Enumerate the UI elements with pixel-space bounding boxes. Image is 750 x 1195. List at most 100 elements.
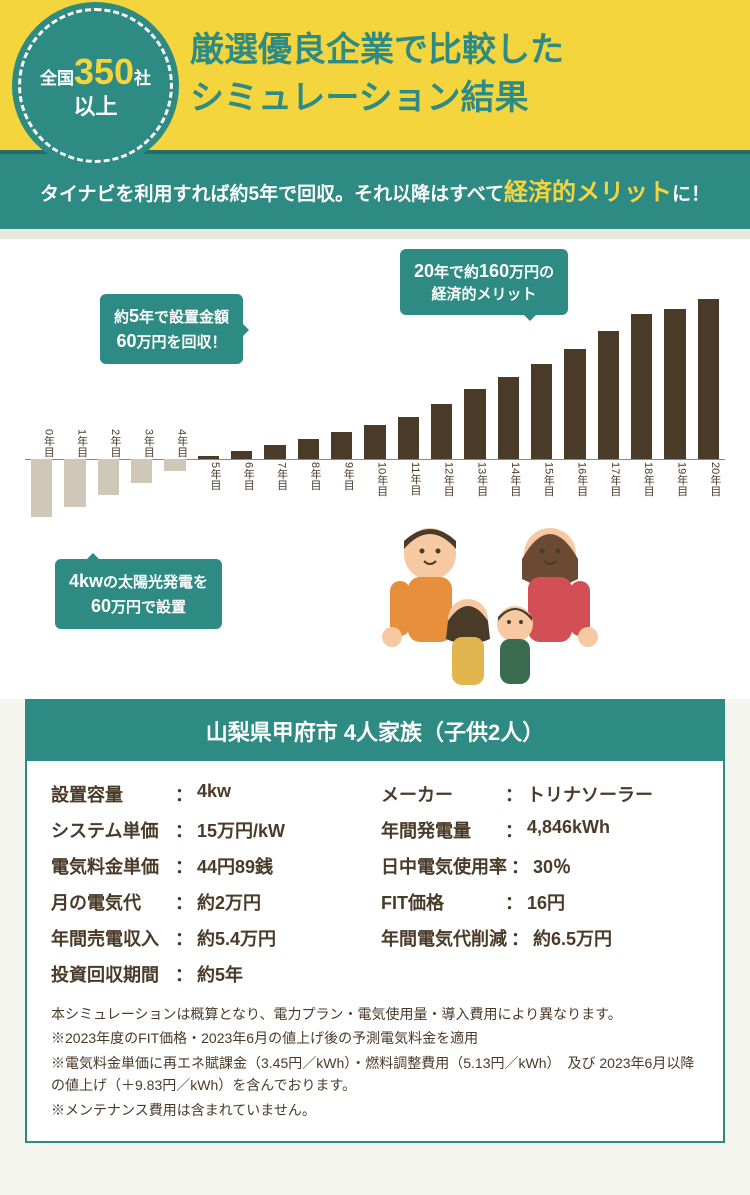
panel-notes: 本シミュレーションは概算となり、電力プラン・電気使用量・導入費用により異なります… [51,1003,699,1121]
spec-row: FIT価格：16円 [381,889,699,915]
bar-label: 12年目 [427,462,456,496]
headline-l2: シミュレーション結果 [190,75,564,123]
bar-label: 18年目 [627,462,656,496]
spec-value: 44円89銭 [197,853,273,879]
bar [31,459,52,517]
note-line: ※2023年度のFIT価格・2023年6月の値上げ後の予測電気料金を適用 [51,1027,699,1049]
bar-slot: 20年目 [696,279,721,559]
spec-sep: ： [175,781,193,807]
bar-label: 10年目 [360,462,389,496]
spec-row: 年間発電量：4,846kWh [381,817,699,843]
spec-row: 電気料金単価：44円89銭 [51,853,369,879]
spec-key: 日中電気使用率 [381,853,507,879]
bar [398,417,419,459]
bar-label: 0年目 [27,429,56,457]
spec-value: 16円 [527,889,565,915]
note-line: 本シミュレーションは概算となり、電力プラン・電気使用量・導入費用により異なります… [51,1003,699,1025]
bar-label: 1年目 [60,429,89,457]
bar-slot: 7年目 [262,279,287,559]
spec-key: 月の電気代 [51,889,171,915]
callout-top-right: 20年で約160万円の経済的メリット [400,249,568,315]
spec-value: 4,846kWh [527,817,610,843]
spec-row: 年間電気代削減：約6.5万円 [381,925,699,951]
bar [564,349,585,459]
bar-label: 19年目 [660,462,689,496]
spec-key: 年間発電量 [381,817,501,843]
bar [131,459,152,483]
bar-slot: 10年目 [362,279,387,559]
spec-key: FIT価格 [381,889,501,915]
bar-label: 13年目 [460,462,489,496]
subbanner-pre: タイナビを利用すれば約5年で回収。それ以降はすべて [40,184,504,205]
badge-prefix: 全国 [40,69,74,88]
spec-row: 投資回収期間：約5年 [51,961,699,987]
spec-sep: ： [505,889,523,915]
spec-row: 設置容量：4kw [51,781,369,807]
badge-line2: 以上 [73,89,117,121]
subbanner-accent: 経済的メリット [504,179,672,206]
spec-value: 約6.5万円 [533,925,612,951]
bar [464,389,485,459]
spec-sep: ： [175,961,193,987]
spec-sep: ： [505,817,523,843]
badge-line1: 全国350社 [40,51,151,93]
bar-slot: 19年目 [662,279,687,559]
callout-bottom-left: 4kwの太陽光発電を60万円で設置 [55,559,222,629]
bar [198,456,219,459]
bar-label: 11年目 [394,462,423,495]
bar [531,364,552,459]
bar [264,445,285,459]
bar-slot: 14年目 [496,279,521,559]
note-line: ※メンテナンス費用は含まれていません。 [51,1099,699,1121]
bar [231,451,252,459]
spec-key: 投資回収期間 [51,961,171,987]
bar [598,331,619,459]
bar-label: 5年目 [194,462,223,490]
spec-row: 月の電気代：約2万円 [51,889,369,915]
bar-slot: 11年目 [396,279,421,559]
spec-value: トリナソーラー [527,781,653,807]
bar-slot: 0年目 [29,279,54,559]
bar [631,314,652,459]
spec-row: 年間売電収入：約5.4万円 [51,925,369,951]
spec-value: 30％ [533,853,571,879]
badge-circle: 全国350社 以上 [18,8,173,163]
spec-key: 年間電気代削減 [381,925,507,951]
bar-slot: 18年目 [629,279,654,559]
spec-value: 約5年 [197,961,243,987]
bar-label: 16年目 [560,462,589,496]
spec-key: 設置容量 [51,781,171,807]
spec-sep: ： [175,817,193,843]
bar-label: 14年目 [494,462,523,496]
bar-slot: 17年目 [596,279,621,559]
bar-label: 3年目 [127,429,156,457]
headline-l1: 厳選優良企業で比較した [190,27,564,75]
spec-row: メーカー：トリナソーラー [381,781,699,807]
bar [664,309,685,459]
bar-slot: 9年目 [329,279,354,559]
spec-key: 年間売電収入 [51,925,171,951]
panel-body: 設置容量：4kwメーカー：トリナソーラーシステム単価：15万円/kW年間発電量：… [27,761,723,1141]
bar [298,439,319,459]
spec-row: 日中電気使用率：30％ [381,853,699,879]
bar [164,459,185,471]
bar-label: 6年目 [227,462,256,490]
spec-sep: ： [511,925,529,951]
spec-value: 約2万円 [197,889,261,915]
subbanner-post: に！ [672,184,710,205]
spec-value: 4kw [197,781,231,807]
bar-label: 4年目 [160,429,189,457]
bar-slot: 16年目 [562,279,587,559]
spec-key: 電気料金単価 [51,853,171,879]
spec-sep: ： [175,853,193,879]
spec-sep: ： [511,853,529,879]
bar-label: 2年目 [94,429,123,457]
spec-row: システム単価：15万円/kW [51,817,369,843]
callout-top-left: 約5年で設置金額60万円を回収！ [100,294,243,364]
subbanner: タイナビを利用すれば約5年で回収。それ以降はすべて経済的メリットに！ [0,150,750,239]
bar [64,459,85,507]
bar [498,377,519,459]
spec-value: 約5.4万円 [197,925,276,951]
spec-grid: 設置容量：4kwメーカー：トリナソーラーシステム単価：15万円/kW年間発電量：… [51,781,699,987]
bar-slot: 1年目 [62,279,87,559]
